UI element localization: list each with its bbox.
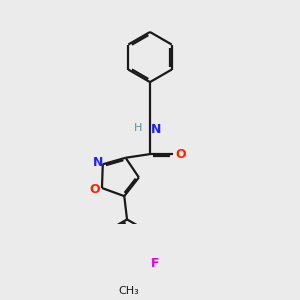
Text: N: N: [151, 123, 161, 136]
Text: O: O: [90, 183, 100, 196]
Text: H: H: [134, 123, 142, 133]
Text: CH₃: CH₃: [118, 286, 139, 296]
Text: O: O: [175, 148, 186, 160]
Text: N: N: [93, 156, 103, 169]
Text: F: F: [151, 257, 159, 270]
